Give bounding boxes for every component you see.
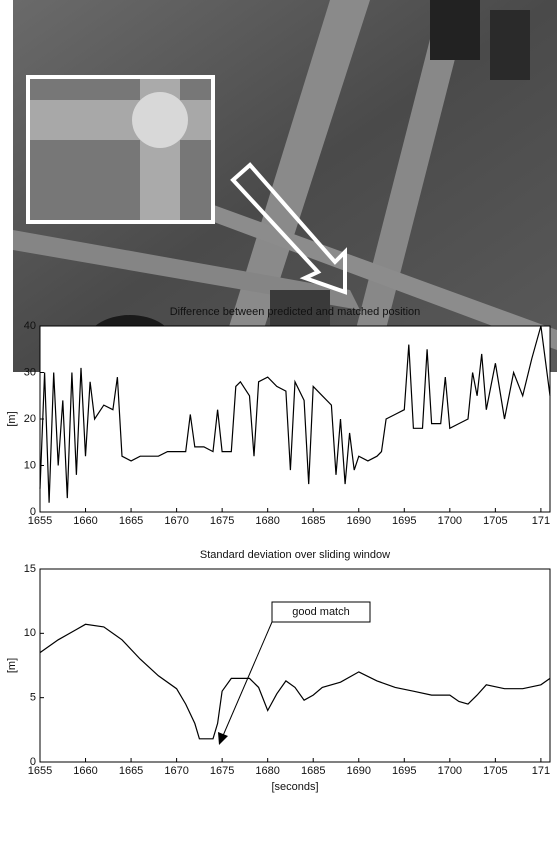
x-tick-label: 1690: [347, 515, 371, 527]
plot-frame: [39, 325, 551, 513]
y-tick-label: 0: [30, 756, 36, 768]
aerial-photo: [13, 0, 557, 375]
data-line: [39, 325, 551, 503]
y-axis-label: [m]: [6, 658, 18, 673]
x-tick-label: 1675: [210, 515, 234, 527]
x-tick-label: 1690: [347, 765, 371, 777]
x-tick-label: 171: [532, 765, 550, 777]
x-tick-label: 1685: [301, 765, 325, 777]
y-tick-label: 15: [24, 563, 36, 575]
annotation-arrow: [221, 621, 273, 739]
y-tick-label: 10: [24, 627, 36, 639]
x-tick-label: 1700: [438, 515, 462, 527]
x-tick-label: 1695: [392, 765, 416, 777]
x-tick-label: 1685: [301, 515, 325, 527]
x-tick-label: 1655: [28, 515, 52, 527]
x-tick-label: 171: [532, 515, 550, 527]
y-tick-label: 0: [30, 506, 36, 518]
x-tick-label: 1670: [164, 515, 188, 527]
x-tick-label: 1705: [483, 765, 507, 777]
x-tick-label: 1680: [255, 515, 279, 527]
chart-title: Difference between predicted and matched…: [170, 306, 421, 318]
x-axis-label: [seconds]: [271, 781, 318, 793]
x-tick-label: 1670: [164, 765, 188, 777]
charts: Difference between predicted and matched…: [6, 306, 551, 793]
x-tick-label: 1680: [255, 765, 279, 777]
y-tick-label: 30: [24, 366, 36, 378]
chart-title: Standard deviation over sliding window: [200, 549, 390, 561]
x-tick-label: 1655: [28, 765, 52, 777]
x-tick-label: 1700: [438, 765, 462, 777]
x-tick-label: 1665: [119, 765, 143, 777]
y-tick-label: 40: [24, 320, 36, 332]
y-axis-label: [m]: [6, 411, 18, 426]
annotation-box: [271, 601, 371, 623]
y-tick-label: 5: [30, 692, 36, 704]
x-tick-label: 1660: [73, 515, 97, 527]
annotation: good match: [292, 606, 349, 618]
plot-frame: [39, 568, 551, 763]
y-tick-label: 20: [24, 413, 36, 425]
x-tick-label: 1665: [119, 515, 143, 527]
data-line: [39, 623, 551, 740]
x-tick-label: 1695: [392, 515, 416, 527]
y-tick-label: 10: [24, 459, 36, 471]
x-tick-label: 1660: [73, 765, 97, 777]
arrow-head: [218, 732, 228, 745]
x-tick-label: 1705: [483, 515, 507, 527]
x-tick-label: 1675: [210, 765, 234, 777]
